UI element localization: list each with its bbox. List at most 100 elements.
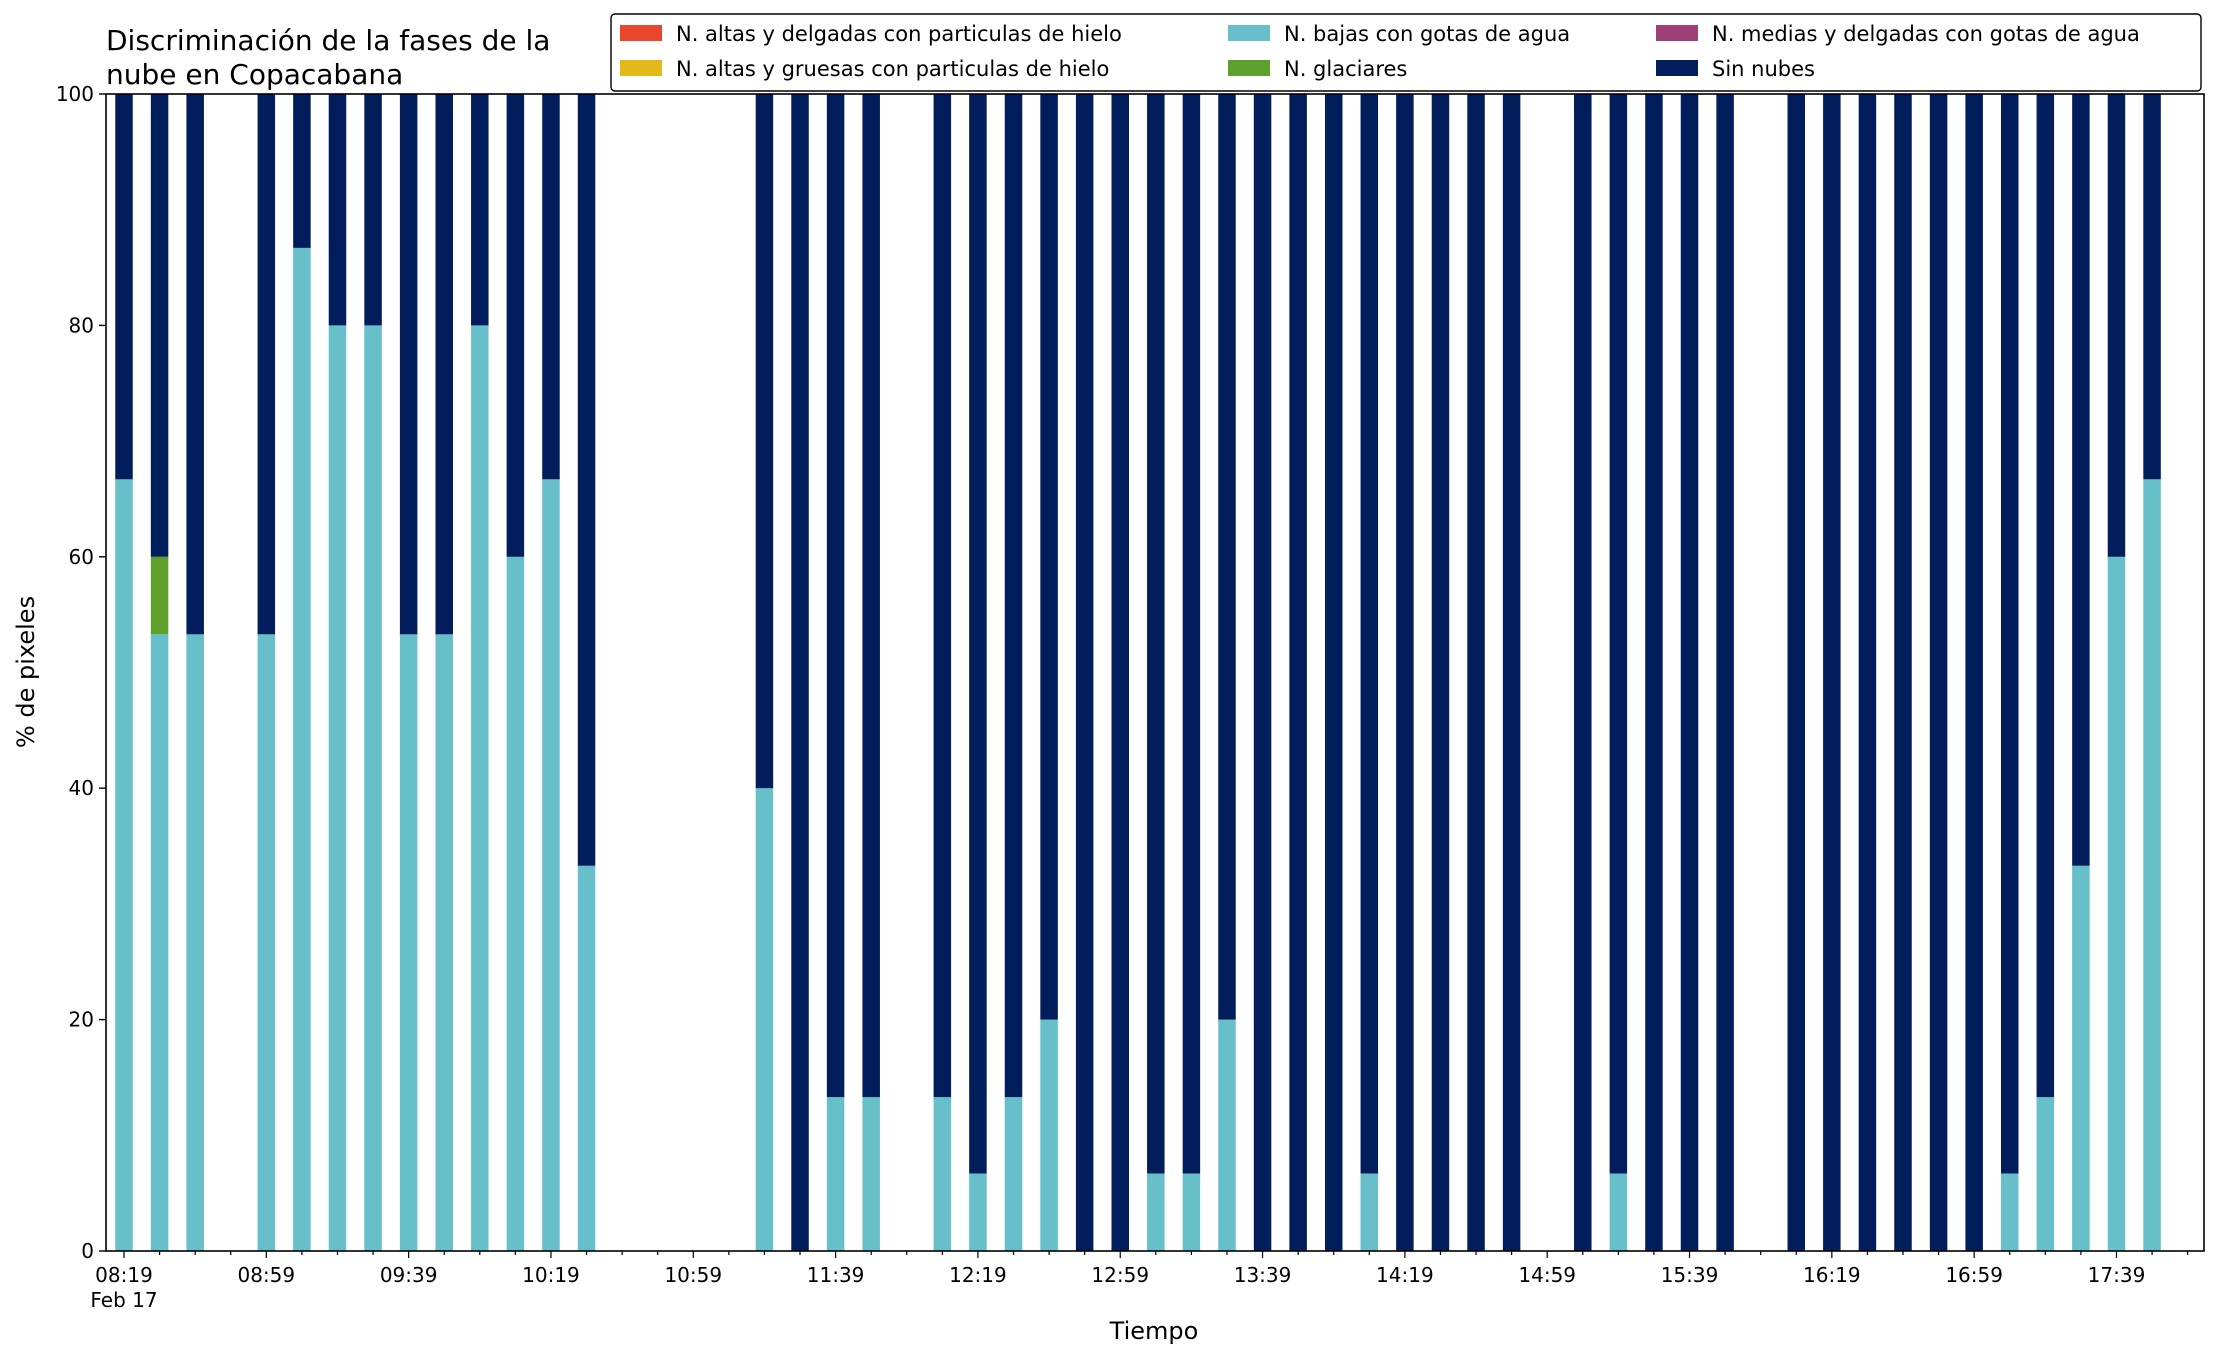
y-tick-label: 60 bbox=[69, 545, 94, 569]
legend: N. altas y delgadas con particulas de hi… bbox=[610, 13, 2202, 92]
bar-segment-water-low bbox=[506, 556, 525, 1251]
bar-segment-water-low bbox=[1182, 1173, 1201, 1251]
bar-segment-water-low bbox=[1040, 1019, 1058, 1251]
bar-segment-clear bbox=[1716, 94, 1734, 1251]
y-tick-label: 0 bbox=[81, 1239, 94, 1263]
bar-segment-clear bbox=[435, 94, 453, 635]
legend-label: N. altas y gruesas con particulas de hie… bbox=[676, 57, 1109, 81]
bar-segment-water-low bbox=[2000, 1173, 2019, 1251]
bar-segment-clear bbox=[1574, 94, 1592, 1251]
bar-segment-clear bbox=[1467, 94, 1485, 1251]
bar-segment-clear bbox=[1324, 94, 1343, 1251]
bar-segment-clear bbox=[1431, 94, 1450, 1251]
bar-segment-water-low bbox=[471, 325, 489, 1251]
bar-segment-clear bbox=[1075, 94, 1094, 1251]
bar-segment-water-low bbox=[542, 479, 560, 1251]
legend-label: N. altas y delgadas con particulas de hi… bbox=[676, 22, 1122, 46]
bar-segment-clear bbox=[2143, 94, 2161, 480]
bar-segment-water-low bbox=[328, 325, 347, 1251]
bar-segment-clear bbox=[1253, 94, 1272, 1251]
x-axis: 08:19 08:59 09:39 10:19 10:59 11:39 12:19 12:59… bbox=[90, 1251, 2189, 1312]
x-tick-label: 16:19 bbox=[1803, 1263, 1861, 1287]
legend-swatch bbox=[1656, 60, 1698, 76]
y-tick-label: 20 bbox=[69, 1008, 94, 1032]
bar-segment-water-low bbox=[293, 247, 311, 1252]
y-tick-label: 40 bbox=[69, 776, 94, 800]
x-date-label: Feb 17 bbox=[90, 1288, 157, 1312]
bar-segment-water-low bbox=[1147, 1173, 1165, 1251]
x-tick-label: 14:19 bbox=[1376, 1263, 1434, 1287]
bar-segment-water-low bbox=[435, 634, 453, 1251]
x-axis-label: Tiempo bbox=[1109, 1317, 1199, 1345]
x-tick-label: 17:39 bbox=[2088, 1263, 2146, 1287]
bar-segment-clear bbox=[933, 94, 952, 1098]
legend-label: N. glaciares bbox=[1284, 57, 1407, 81]
bar-segment-water-low bbox=[933, 1097, 952, 1251]
bar-segment-clear bbox=[1929, 94, 1948, 1251]
bar-segment-clear bbox=[1040, 94, 1058, 1020]
bar-segment-clear bbox=[257, 94, 276, 635]
bar-segment-clear bbox=[791, 94, 809, 1251]
x-tick-label: 09:39 bbox=[380, 1263, 438, 1287]
x-tick-label: 16:59 bbox=[1945, 1263, 2003, 1287]
bar-segment-clear bbox=[1609, 94, 1628, 1174]
x-tick-label: 12:19 bbox=[949, 1263, 1007, 1287]
bar-segment-clear bbox=[1396, 94, 1414, 1251]
legend-swatch bbox=[1228, 25, 1270, 41]
bar-segment-clear bbox=[186, 94, 204, 635]
bar-segment-water-low bbox=[969, 1173, 987, 1251]
bar-segment-clear bbox=[1787, 94, 1806, 1251]
x-tick-label: 11:39 bbox=[807, 1263, 865, 1287]
x-tick-label: 12:59 bbox=[1091, 1263, 1149, 1287]
bar-segment-clear bbox=[1680, 94, 1699, 1251]
bar-segment-water-low bbox=[2036, 1097, 2055, 1251]
legend-swatch bbox=[620, 25, 662, 41]
y-tick-label: 80 bbox=[69, 313, 94, 337]
bar-segment-water-low bbox=[1609, 1173, 1628, 1251]
bar-segment-clear bbox=[2072, 94, 2090, 866]
bar-segment-water-low bbox=[2143, 479, 2161, 1251]
bar-segment-clear bbox=[1004, 94, 1023, 1098]
bar-segment-water-low bbox=[1218, 1019, 1236, 1251]
bar-segment-clear bbox=[2107, 94, 2126, 557]
bar-segment-clear bbox=[506, 94, 525, 557]
x-tick-label: 15:39 bbox=[1661, 1263, 1719, 1287]
bar-segment-clear bbox=[542, 94, 560, 480]
bar-segment-clear bbox=[826, 94, 845, 1098]
bar-segment-clear bbox=[115, 94, 133, 480]
bar-segment-water-low bbox=[150, 634, 169, 1251]
bar-segment-clear bbox=[969, 94, 987, 1174]
bar-segment-clear bbox=[577, 94, 596, 866]
bar-segment-clear bbox=[1823, 94, 1841, 1251]
bar-segment-clear bbox=[1502, 94, 1521, 1251]
legend-frame bbox=[610, 13, 2202, 92]
legend-label: Sin nubes bbox=[1712, 57, 1815, 81]
legend-swatch bbox=[1656, 25, 1698, 41]
x-tick-label: 13:39 bbox=[1234, 1263, 1292, 1287]
bar-segment-clear bbox=[1111, 94, 1129, 1251]
bar-segment-clear bbox=[364, 94, 382, 326]
legend-swatch bbox=[1228, 60, 1270, 76]
bar-segment-clear bbox=[471, 94, 489, 326]
bar-segment-clear bbox=[150, 94, 169, 557]
bar-segment-water-low bbox=[2107, 556, 2126, 1251]
y-axis-label: % de pixeles bbox=[12, 596, 40, 748]
bar-segment-water-low bbox=[364, 325, 382, 1251]
bar-segment-clear bbox=[399, 94, 418, 635]
bar-segment-clear bbox=[1182, 94, 1201, 1174]
x-tick-label: 14:59 bbox=[1518, 1263, 1576, 1287]
bar-segment-clear bbox=[862, 94, 880, 1098]
bar-segment-clear bbox=[1218, 94, 1236, 1020]
bar-segment-water-low bbox=[115, 479, 133, 1251]
chart-title-line-1: Discriminación de la fases de la bbox=[106, 24, 550, 57]
legend-swatch bbox=[620, 60, 662, 76]
bar-segment-clear bbox=[1289, 94, 1307, 1251]
bar-segment-clear bbox=[755, 94, 774, 789]
bar-segment-clear bbox=[2036, 94, 2055, 1098]
bar-segment-water-low bbox=[1004, 1097, 1023, 1251]
bar-segment-clear bbox=[293, 94, 311, 248]
x-tick-label: 10:19 bbox=[522, 1263, 580, 1287]
legend-label: N. medias y delgadas con gotas de agua bbox=[1712, 22, 2140, 46]
bar-segment-clear bbox=[1360, 94, 1379, 1174]
